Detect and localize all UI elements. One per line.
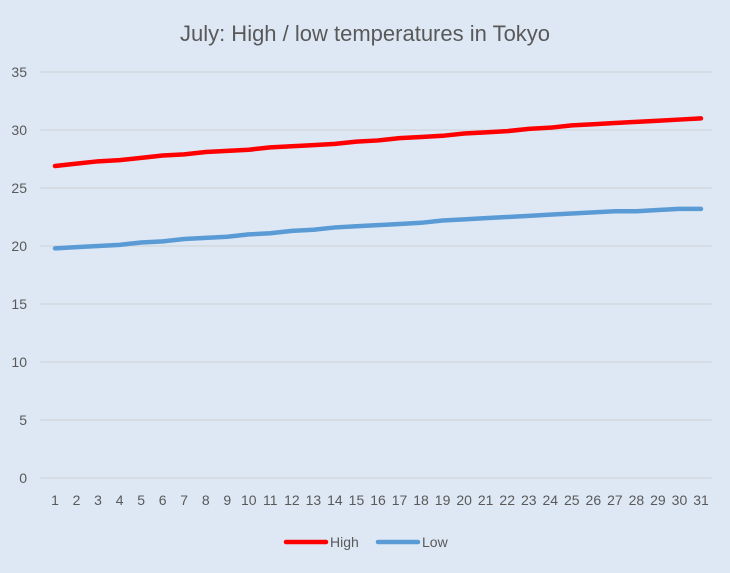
y-tick-label: 25 <box>11 180 27 196</box>
y-tick-label: 15 <box>11 296 27 312</box>
x-tick-label: 17 <box>392 492 408 508</box>
x-tick-label: 29 <box>650 492 666 508</box>
x-tick-label: 28 <box>629 492 645 508</box>
x-tick-label: 24 <box>542 492 558 508</box>
x-tick-label: 11 <box>263 492 278 508</box>
chart-title: July: High / low temperatures in Tokyo <box>180 21 550 46</box>
x-tick-label: 14 <box>327 492 343 508</box>
x-tick-label: 19 <box>435 492 451 508</box>
legend-label-high: High <box>330 534 359 550</box>
x-tick-label: 16 <box>370 492 386 508</box>
x-tick-label: 15 <box>349 492 365 508</box>
x-tick-label: 13 <box>306 492 322 508</box>
x-tick-label: 31 <box>693 492 709 508</box>
x-tick-label: 4 <box>116 492 124 508</box>
x-tick-label: 20 <box>456 492 472 508</box>
x-tick-label: 22 <box>499 492 515 508</box>
x-tick-label: 23 <box>521 492 537 508</box>
x-tick-label: 18 <box>413 492 429 508</box>
series-line-high <box>55 118 701 166</box>
y-tick-label: 10 <box>11 354 27 370</box>
y-tick-label: 0 <box>19 470 27 486</box>
x-tick-label: 21 <box>478 492 494 508</box>
x-tick-label: 2 <box>73 492 81 508</box>
y-tick-label: 30 <box>11 122 27 138</box>
x-tick-label: 10 <box>241 492 257 508</box>
x-tick-label: 25 <box>564 492 580 508</box>
x-tick-label: 5 <box>137 492 145 508</box>
x-tick-label: 30 <box>672 492 688 508</box>
series-line-low <box>55 209 701 248</box>
x-tick-label: 27 <box>607 492 623 508</box>
y-tick-label: 5 <box>19 412 27 428</box>
y-tick-label: 20 <box>11 238 27 254</box>
legend-label-low: Low <box>422 534 449 550</box>
x-tick-label: 6 <box>159 492 167 508</box>
x-tick-label: 26 <box>586 492 602 508</box>
x-tick-label: 9 <box>223 492 231 508</box>
x-tick-label: 3 <box>94 492 102 508</box>
x-tick-label: 8 <box>202 492 210 508</box>
x-tick-label: 1 <box>51 492 59 508</box>
y-tick-label: 35 <box>11 64 27 80</box>
x-tick-label: 12 <box>284 492 300 508</box>
x-tick-label: 7 <box>180 492 188 508</box>
